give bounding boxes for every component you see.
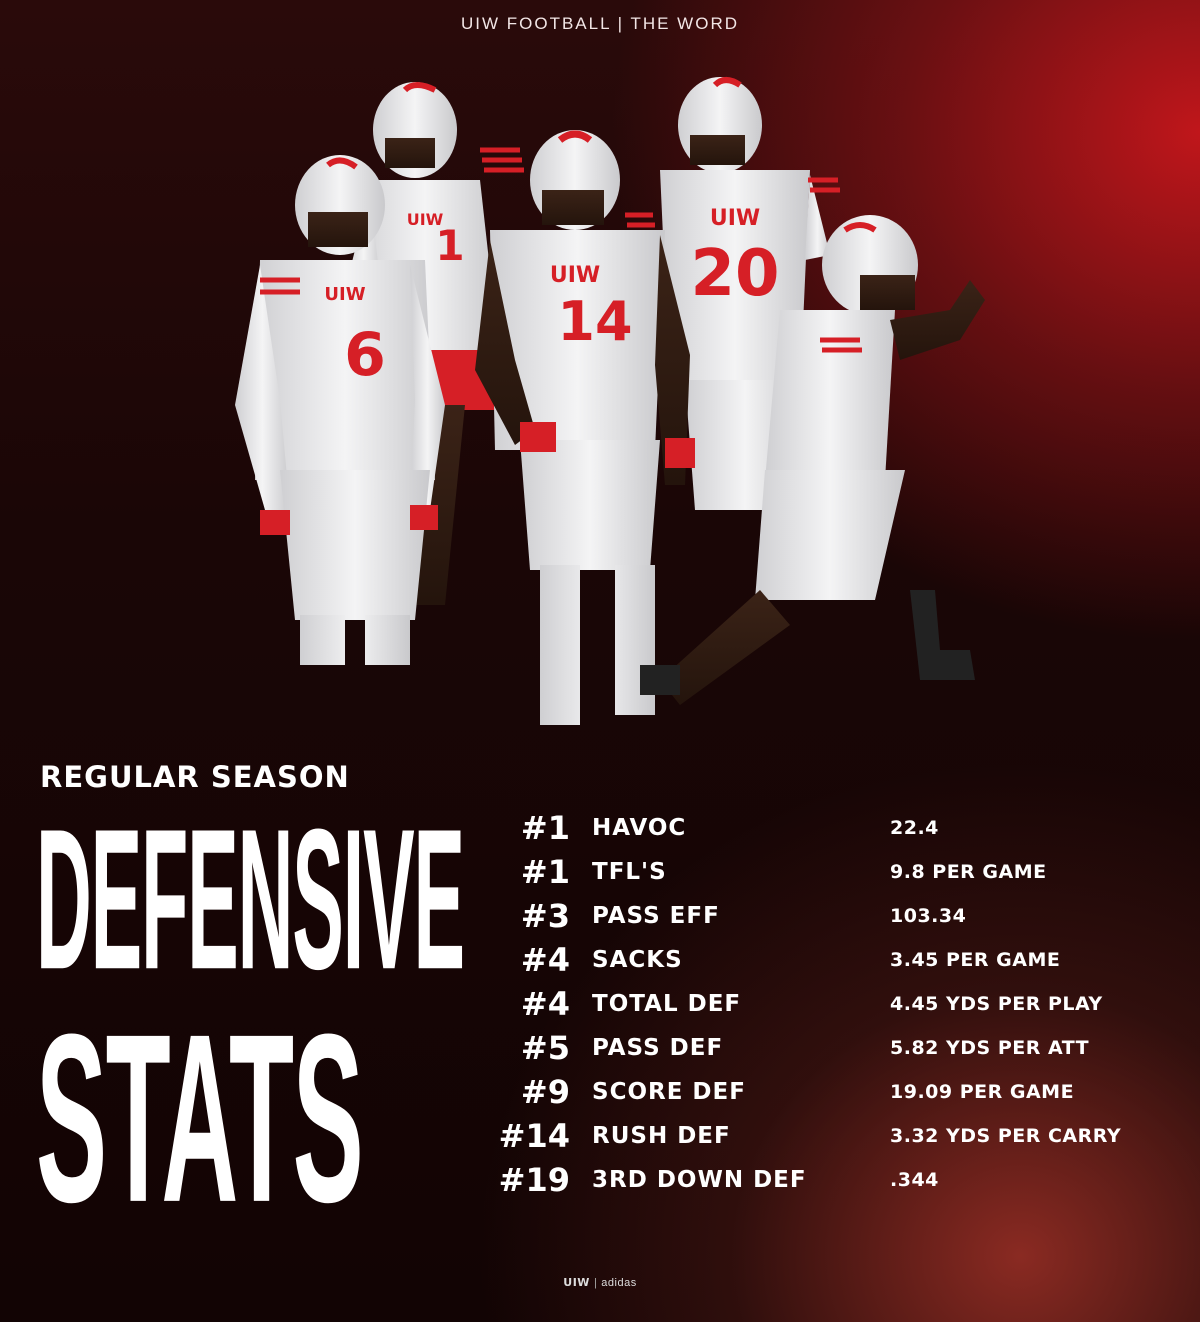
stat-value: 22.4 <box>890 817 939 839</box>
stat-rank: #1 <box>520 853 570 891</box>
jersey-number: 20 <box>690 237 779 311</box>
stat-value: 3.45 PER GAME <box>890 949 1061 971</box>
header-title: UIW FOOTBALL | THE WORD <box>460 14 740 33</box>
player-0: UIW 6 <box>235 155 445 665</box>
jersey-number: 6 <box>344 320 386 390</box>
stat-category: PASS EFF <box>592 903 720 929</box>
stat-value: 4.45 YDS PER PLAY <box>890 993 1103 1015</box>
uiw-logo: UIW <box>563 1276 590 1289</box>
stat-row: #3 PASS EFF 103.34 <box>470 896 1190 940</box>
stat-rank: #14 <box>498 1117 570 1155</box>
stat-value: 19.09 PER GAME <box>890 1081 1075 1103</box>
stat-rank: #19 <box>498 1161 570 1199</box>
stat-value: 103.34 <box>890 905 967 927</box>
stat-value: 9.8 PER GAME <box>890 861 1047 883</box>
stat-rank: #1 <box>520 809 570 847</box>
stat-category: SCORE DEF <box>592 1079 746 1105</box>
stat-row: #4 TOTAL DEF 4.45 YDS PER PLAY <box>470 984 1190 1028</box>
jersey-number: 1 <box>435 221 464 270</box>
headline-line-1: DEFENSIVE <box>36 788 465 1012</box>
stat-value: .344 <box>890 1169 939 1191</box>
stat-category: PASS DEF <box>592 1035 724 1061</box>
player-4 <box>640 215 985 705</box>
stat-rank: #5 <box>520 1029 570 1067</box>
stat-rank: #4 <box>520 941 570 979</box>
adidas-logo: adidas <box>601 1277 637 1289</box>
jersey-text: UIW <box>324 284 365 305</box>
players-photo: UIW 1 UIW 20 UIW 6 <box>220 50 1020 760</box>
stat-row: #9 SCORE DEF 19.09 PER GAME <box>470 1072 1190 1116</box>
stat-category: TOTAL DEF <box>592 991 742 1017</box>
stat-row: #1 TFL'S 9.8 PER GAME <box>470 852 1190 896</box>
season-label: REGULAR SEASON <box>40 760 350 794</box>
jersey-text: UIW <box>710 206 760 231</box>
stat-value: 3.32 YDS PER CARRY <box>890 1125 1122 1147</box>
jersey-text: UIW <box>407 210 444 229</box>
headline-line-2: STATS <box>36 985 364 1253</box>
stat-rank: #9 <box>520 1073 570 1111</box>
jersey-number: 14 <box>557 290 632 353</box>
jersey-text: UIW <box>550 263 600 288</box>
stat-category: HAVOC <box>592 815 687 841</box>
stat-category: RUSH DEF <box>592 1123 731 1149</box>
player-2: UIW 14 <box>475 130 695 725</box>
stat-rank: #3 <box>520 897 570 935</box>
stat-category: TFL'S <box>592 859 667 885</box>
footer-logos: UIW | adidas <box>0 1276 1200 1289</box>
stat-row: #1 HAVOC 22.4 <box>470 808 1190 852</box>
stat-row: #4 SACKS 3.45 PER GAME <box>470 940 1190 984</box>
stat-rank: #4 <box>520 985 570 1023</box>
stat-category: 3RD DOWN DEF <box>592 1167 807 1193</box>
stat-value: 5.82 YDS PER ATT <box>890 1037 1090 1059</box>
stat-row: #5 PASS DEF 5.82 YDS PER ATT <box>470 1028 1190 1072</box>
stat-row: #14 RUSH DEF 3.32 YDS PER CARRY <box>470 1116 1190 1160</box>
stat-category: SACKS <box>592 947 683 973</box>
stat-row: #19 3RD DOWN DEF .344 <box>470 1160 1190 1204</box>
stats-table: #1 HAVOC 22.4 #1 TFL'S 9.8 PER GAME #3 P… <box>470 808 1190 1204</box>
footer-divider: | <box>593 1277 598 1289</box>
